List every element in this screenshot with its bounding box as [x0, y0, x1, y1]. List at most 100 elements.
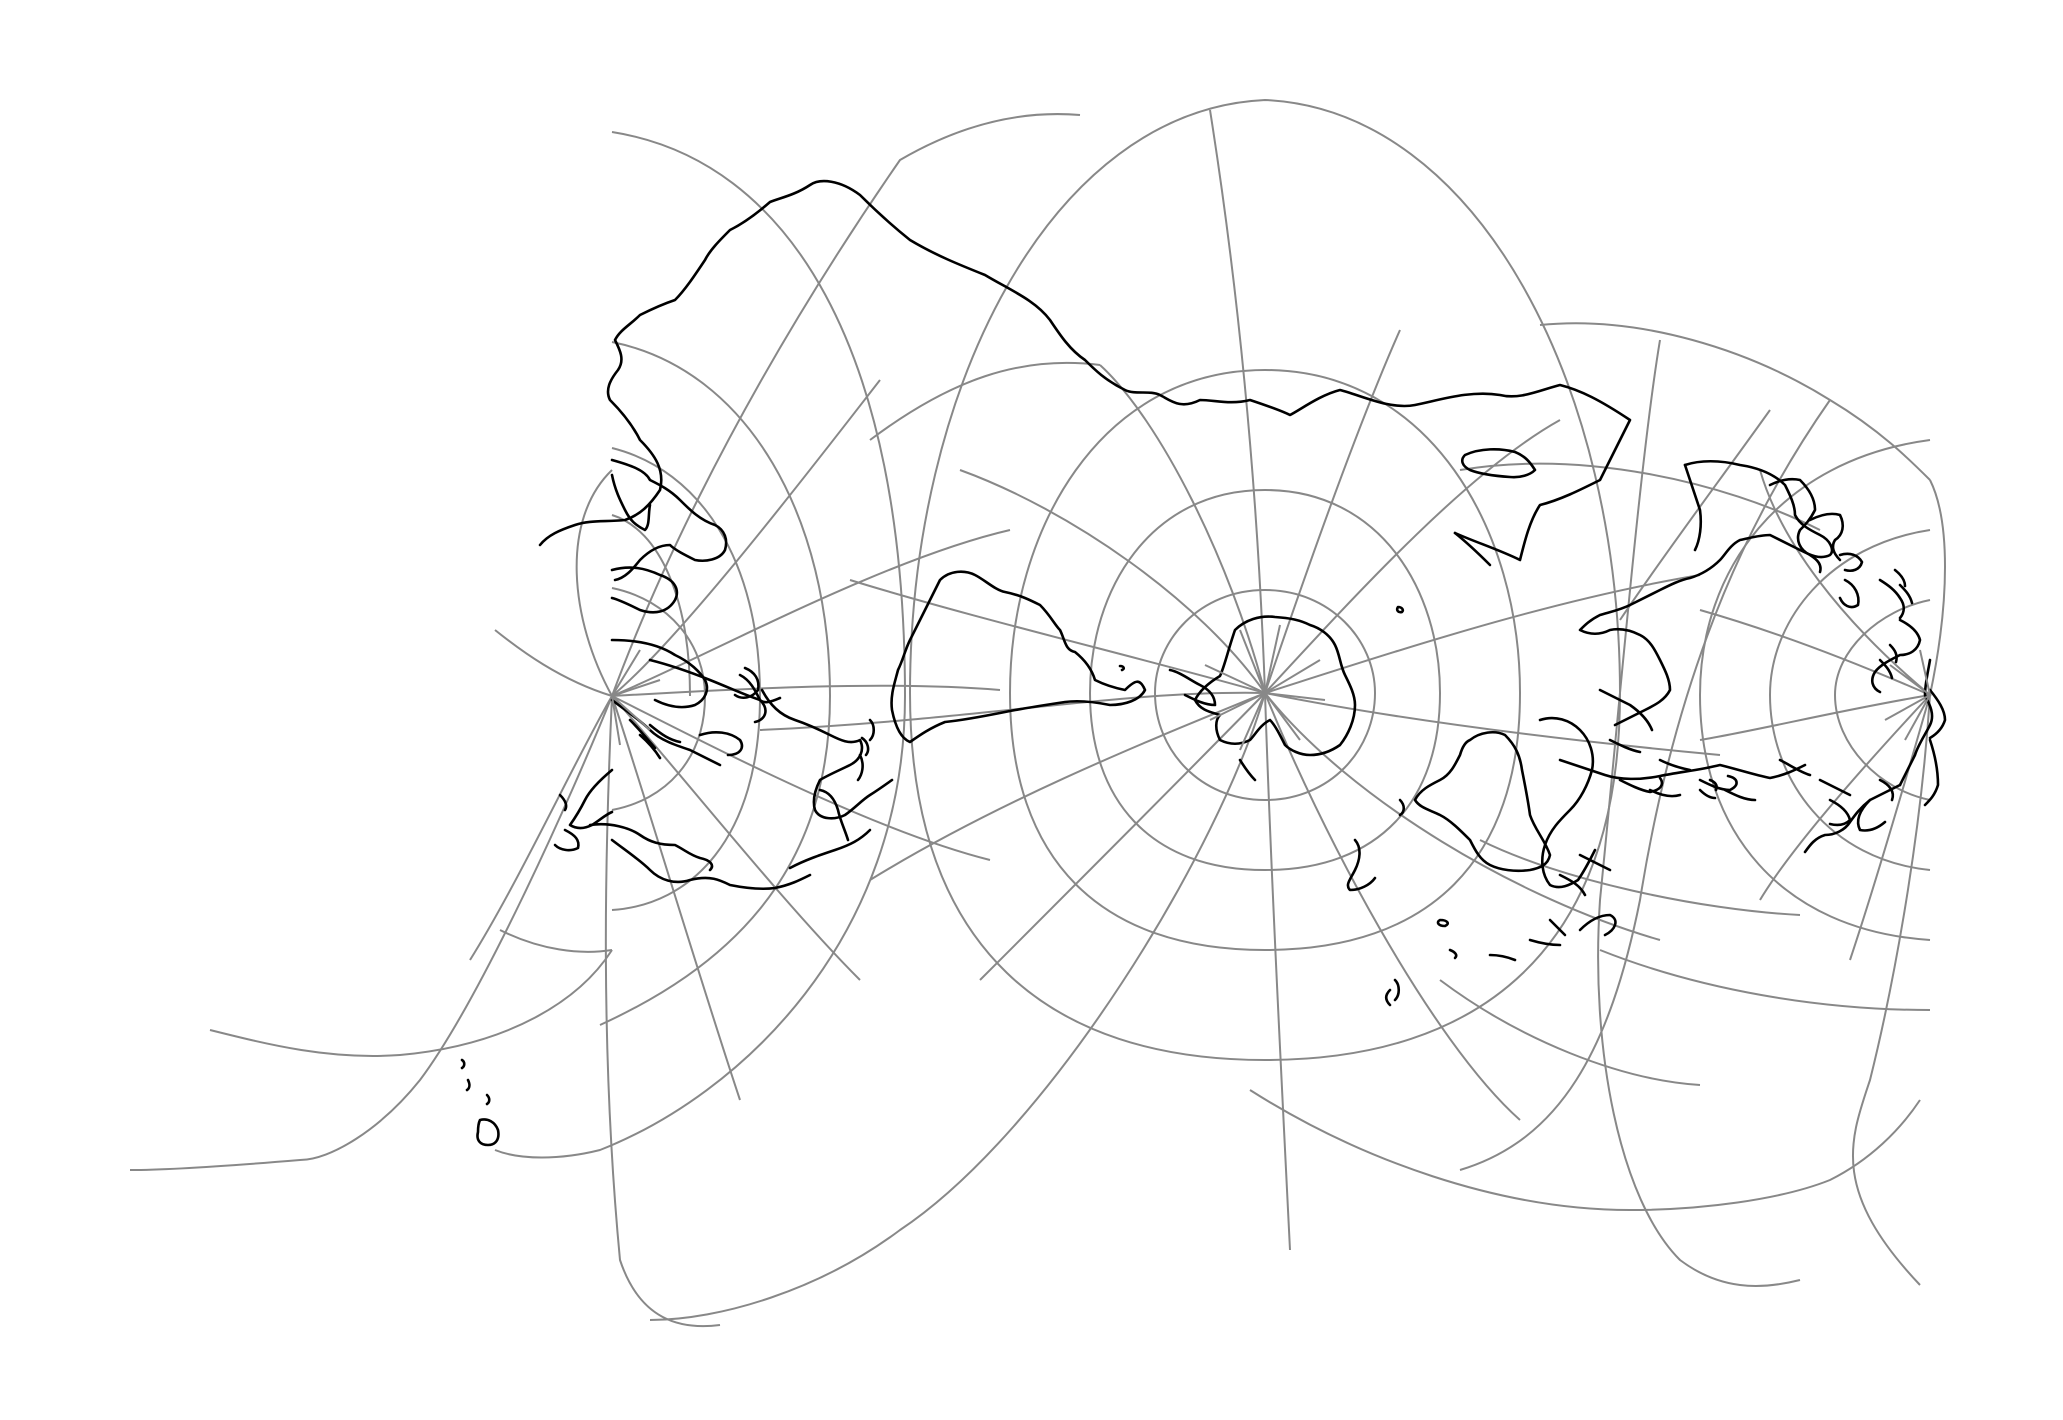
coastline-far-right-3: [1838, 552, 1864, 573]
coastline-right-asia-island: [1698, 778, 1718, 800]
coastline-right-asia-8: [1778, 758, 1852, 797]
parallel-line: [499, 929, 613, 953]
coastline-far-right-11: [1923, 738, 1940, 807]
parallel-line: [1479, 839, 1801, 916]
meridian-line: [575, 469, 613, 697]
coastline-island-a: [856, 718, 876, 782]
coastline-island-west-4: [465, 1078, 471, 1092]
coastline-island-west-2: [485, 1093, 491, 1106]
coastline-southeast-chain-4: [1548, 918, 1567, 937]
coastline-southeast-chain: [1538, 716, 1597, 889]
meridian-line: [1264, 692, 1721, 756]
coastline-left-cluster-10: [568, 768, 614, 830]
graticule-center-meridians: [649, 109, 1721, 1321]
coastline-far-right-12: [1856, 778, 1895, 832]
meridian-line: [494, 629, 613, 697]
coastline-right-asia-5: [1608, 738, 1692, 772]
coastline-far-right-6: [1898, 658, 1934, 787]
parallel-line: [1599, 949, 1931, 1011]
parallel-line: [1088, 488, 1442, 872]
coastline-far-right-10: [1928, 688, 1947, 740]
meridian-line: [1929, 479, 1946, 696]
meridian-line: [1264, 329, 1401, 694]
coastline-left-cluster-5: [648, 658, 767, 724]
meridian-line: [1459, 399, 1831, 1171]
coastline-center-island: [1238, 758, 1257, 782]
meridian-line: [1264, 574, 1701, 694]
parallel-line: [1439, 979, 1701, 1086]
meridian-line: [1099, 364, 1266, 694]
coastlines: [460, 179, 1947, 1147]
graticule-right-parallels: [1249, 322, 1931, 1212]
coastline-right-asia-7: [1698, 774, 1738, 792]
coastline-left-cluster-13: [610, 838, 812, 891]
parallel-line: [494, 131, 907, 1159]
meridian-line: [604, 695, 721, 1328]
parallel-line: [1833, 599, 1931, 801]
coastline-right-asia-9: [1723, 788, 1757, 802]
parallel-line: [599, 341, 832, 1026]
coastline-left-cluster-11: [558, 793, 568, 812]
parallel-line: [611, 447, 762, 911]
coastline-far-right: [1768, 477, 1822, 574]
meridian-line: [611, 695, 741, 1101]
coastline-far-right-2: [1808, 512, 1845, 562]
coastline-right-asia-2: [1683, 463, 1703, 552]
coastline-left-cluster-3: [610, 566, 679, 614]
meridian-line: [1264, 692, 1661, 941]
coastline-southeast-chain-3: [1578, 913, 1617, 937]
coastline-right-center-island: [1346, 838, 1377, 892]
meridian-line: [1264, 692, 1521, 1121]
meridian-line: [1699, 609, 1931, 696]
graticule-left-parallels: [209, 131, 907, 1159]
meridian-line: [649, 692, 1266, 1321]
coastline-left-cluster: [610, 458, 728, 582]
coastline-south-left: [818, 788, 850, 842]
coastline-southeast-dot-b: [1384, 978, 1401, 1007]
coastline-small-dot-b: [1118, 664, 1126, 672]
coastline-north-landmass: [538, 179, 1632, 562]
coastline-left-cluster-4: [610, 638, 709, 709]
coastline-far-right-5: [1870, 618, 1922, 694]
coastline-far-right-8: [1878, 643, 1898, 680]
coastline-right-asia: [1578, 459, 1834, 727]
coastline-center-peninsula: [1168, 668, 1217, 707]
pole-ray: [1204, 624, 1326, 751]
meridian-line: [611, 695, 861, 981]
meridian-line: [129, 695, 613, 1171]
meridian-line: [1597, 339, 1801, 1287]
parallel-line: [1249, 1089, 1921, 1212]
coastline-southeast-chain-5: [1488, 938, 1562, 962]
meridian-line: [611, 529, 1011, 697]
coastline-right-asia-6: [1618, 776, 1682, 798]
coastline-island-top-right: [1460, 448, 1537, 479]
meridian-line: [611, 113, 1081, 697]
coastline-left-cluster-14: [553, 828, 580, 852]
coastline-small-dot-a: [1395, 605, 1405, 614]
pole-ray: [611, 649, 661, 746]
coastline-island-west-3: [460, 1058, 466, 1070]
meridian-line: [1619, 409, 1771, 621]
meridian-line: [611, 684, 1001, 697]
meridian-line: [959, 469, 1266, 694]
coastline-north-landmass-2: [1453, 531, 1492, 567]
coastline-right-center-land: [1413, 730, 1552, 873]
coastline-southeast-chain-2: [1558, 853, 1612, 897]
meridian-line: [979, 692, 1266, 981]
coastline-left-cluster-12: [588, 822, 714, 872]
parallel-line: [1153, 588, 1377, 802]
meridian-line: [611, 379, 881, 697]
parallel-line: [1008, 368, 1522, 952]
parallel-line: [1459, 462, 1821, 531]
parallel-line: [1768, 529, 1931, 871]
graticule-right-meridians: [1459, 339, 1946, 1287]
meridian-line: [1699, 694, 1931, 741]
coastline-middle-continent: [890, 570, 1147, 744]
coastline-far-right-9: [1893, 568, 1914, 605]
parallel-line: [1539, 322, 1931, 481]
meridian-line: [1851, 694, 1931, 1286]
parallel-line: [611, 587, 707, 811]
coastline-far-right-13: [1828, 798, 1852, 827]
